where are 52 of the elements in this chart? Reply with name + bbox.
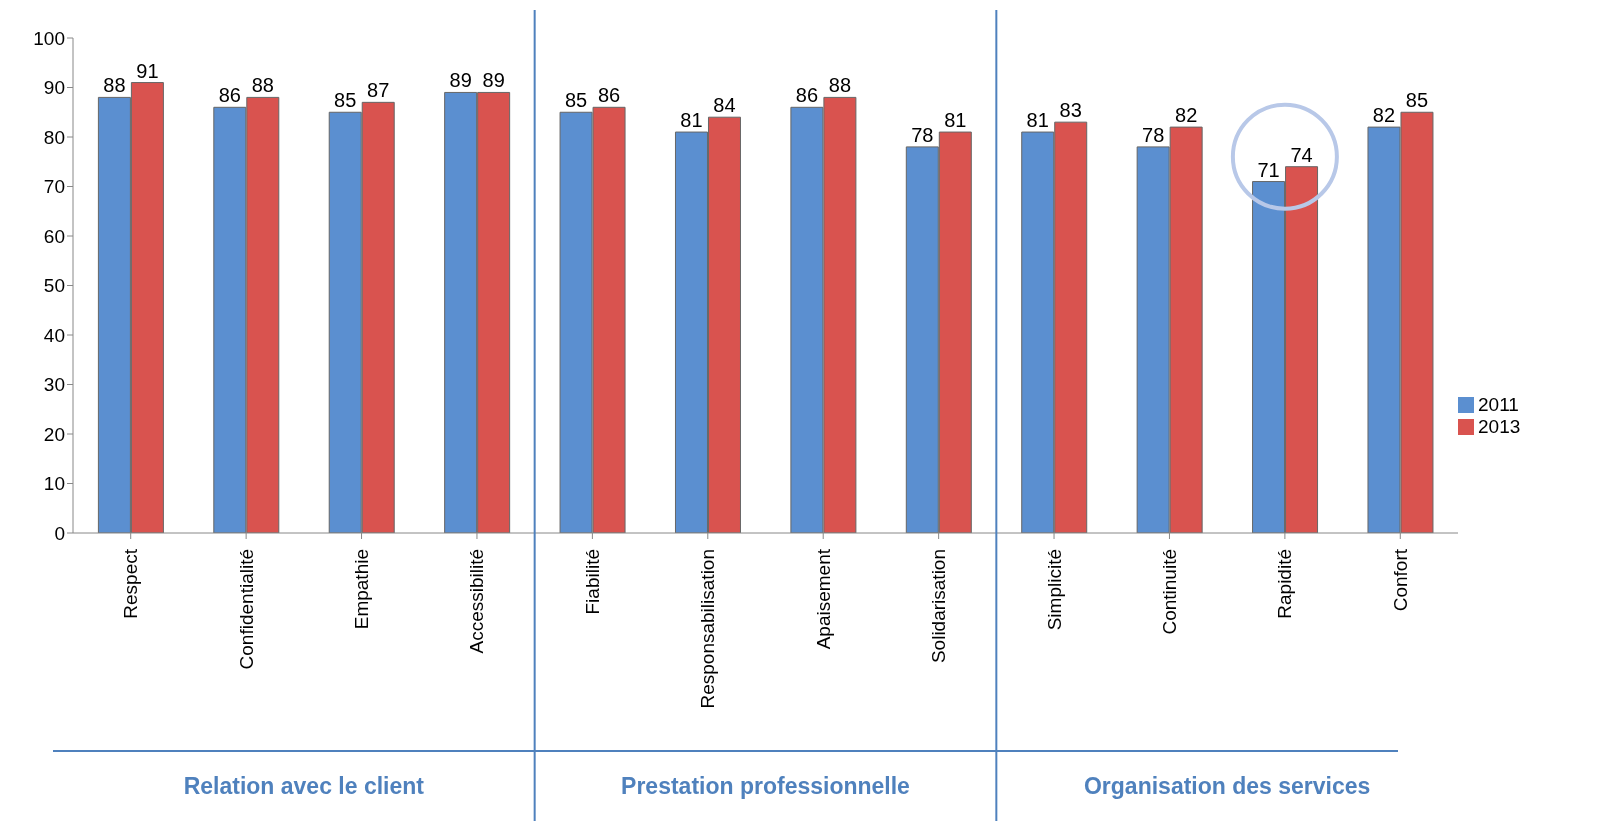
y-tick-label: 50 (43, 275, 65, 297)
data-label: 87 (367, 79, 390, 102)
data-label: 85 (564, 89, 588, 112)
y-tick-label: 20 (43, 423, 65, 445)
x-tick-label: Confort (1389, 548, 1411, 612)
legend-label: 2013 (1478, 415, 1521, 437)
x-tick-label: Fiabilité (581, 549, 603, 615)
data-label: 81 (944, 109, 967, 132)
data-label: 84 (713, 94, 736, 117)
text: Prestation professionnelle (620, 773, 911, 800)
data-label: 83 (1059, 99, 1082, 122)
data-label: 74 (1290, 143, 1313, 166)
x-tick-label: Rapidité (1274, 549, 1296, 619)
data-label: 89 (482, 69, 505, 92)
data-label: 88 (251, 74, 274, 97)
y-tick-label: 90 (43, 77, 65, 99)
x-tick-label: Confidentialité (235, 549, 257, 670)
x-tick-label: Simplicité (1043, 549, 1065, 631)
text: Relation avec le client (182, 773, 425, 800)
y-tick-label: 60 (43, 225, 65, 247)
data-label: 86 (597, 84, 621, 107)
y-tick-label: 70 (43, 176, 65, 198)
data-label: 71 (1257, 158, 1280, 181)
y-tick-label: 100 (33, 27, 65, 49)
x-tick-label: Apaisement (812, 548, 834, 650)
y-tick-label: 30 (43, 374, 65, 396)
y-tick-label: 80 (43, 126, 65, 148)
data-label: 86 (218, 84, 241, 107)
legend-label: 2011 (1478, 393, 1519, 415)
x-tick-label: Responsabilisation (697, 549, 719, 709)
x-tick-label: Continuité (1158, 549, 1180, 635)
data-label: 82 (1175, 104, 1198, 127)
y-tick-label: 10 (43, 473, 65, 495)
data-label: 82 (1372, 104, 1396, 127)
data-label: 78 (1142, 123, 1165, 146)
data-label: 81 (1026, 109, 1049, 132)
x-tick-label: Accessibilité (466, 549, 488, 654)
x-tick-label: Solidarisation (928, 549, 950, 664)
data-label: 86 (795, 84, 819, 107)
x-tick-label: Empathie (351, 549, 373, 630)
data-label: 89 (449, 69, 472, 92)
data-label: 85 (334, 89, 357, 112)
data-label: 91 (136, 59, 159, 82)
data-label: 78 (911, 123, 934, 146)
y-tick-label: 0 (54, 522, 65, 544)
text: Organisation des services (1082, 773, 1372, 800)
data-label: 81 (680, 109, 703, 132)
x-tick-label: Respect (120, 548, 142, 619)
data-label: 88 (828, 74, 852, 97)
data-label: 88 (103, 74, 126, 97)
data-label: 85 (1405, 89, 1429, 112)
y-tick-label: 40 (43, 324, 65, 346)
